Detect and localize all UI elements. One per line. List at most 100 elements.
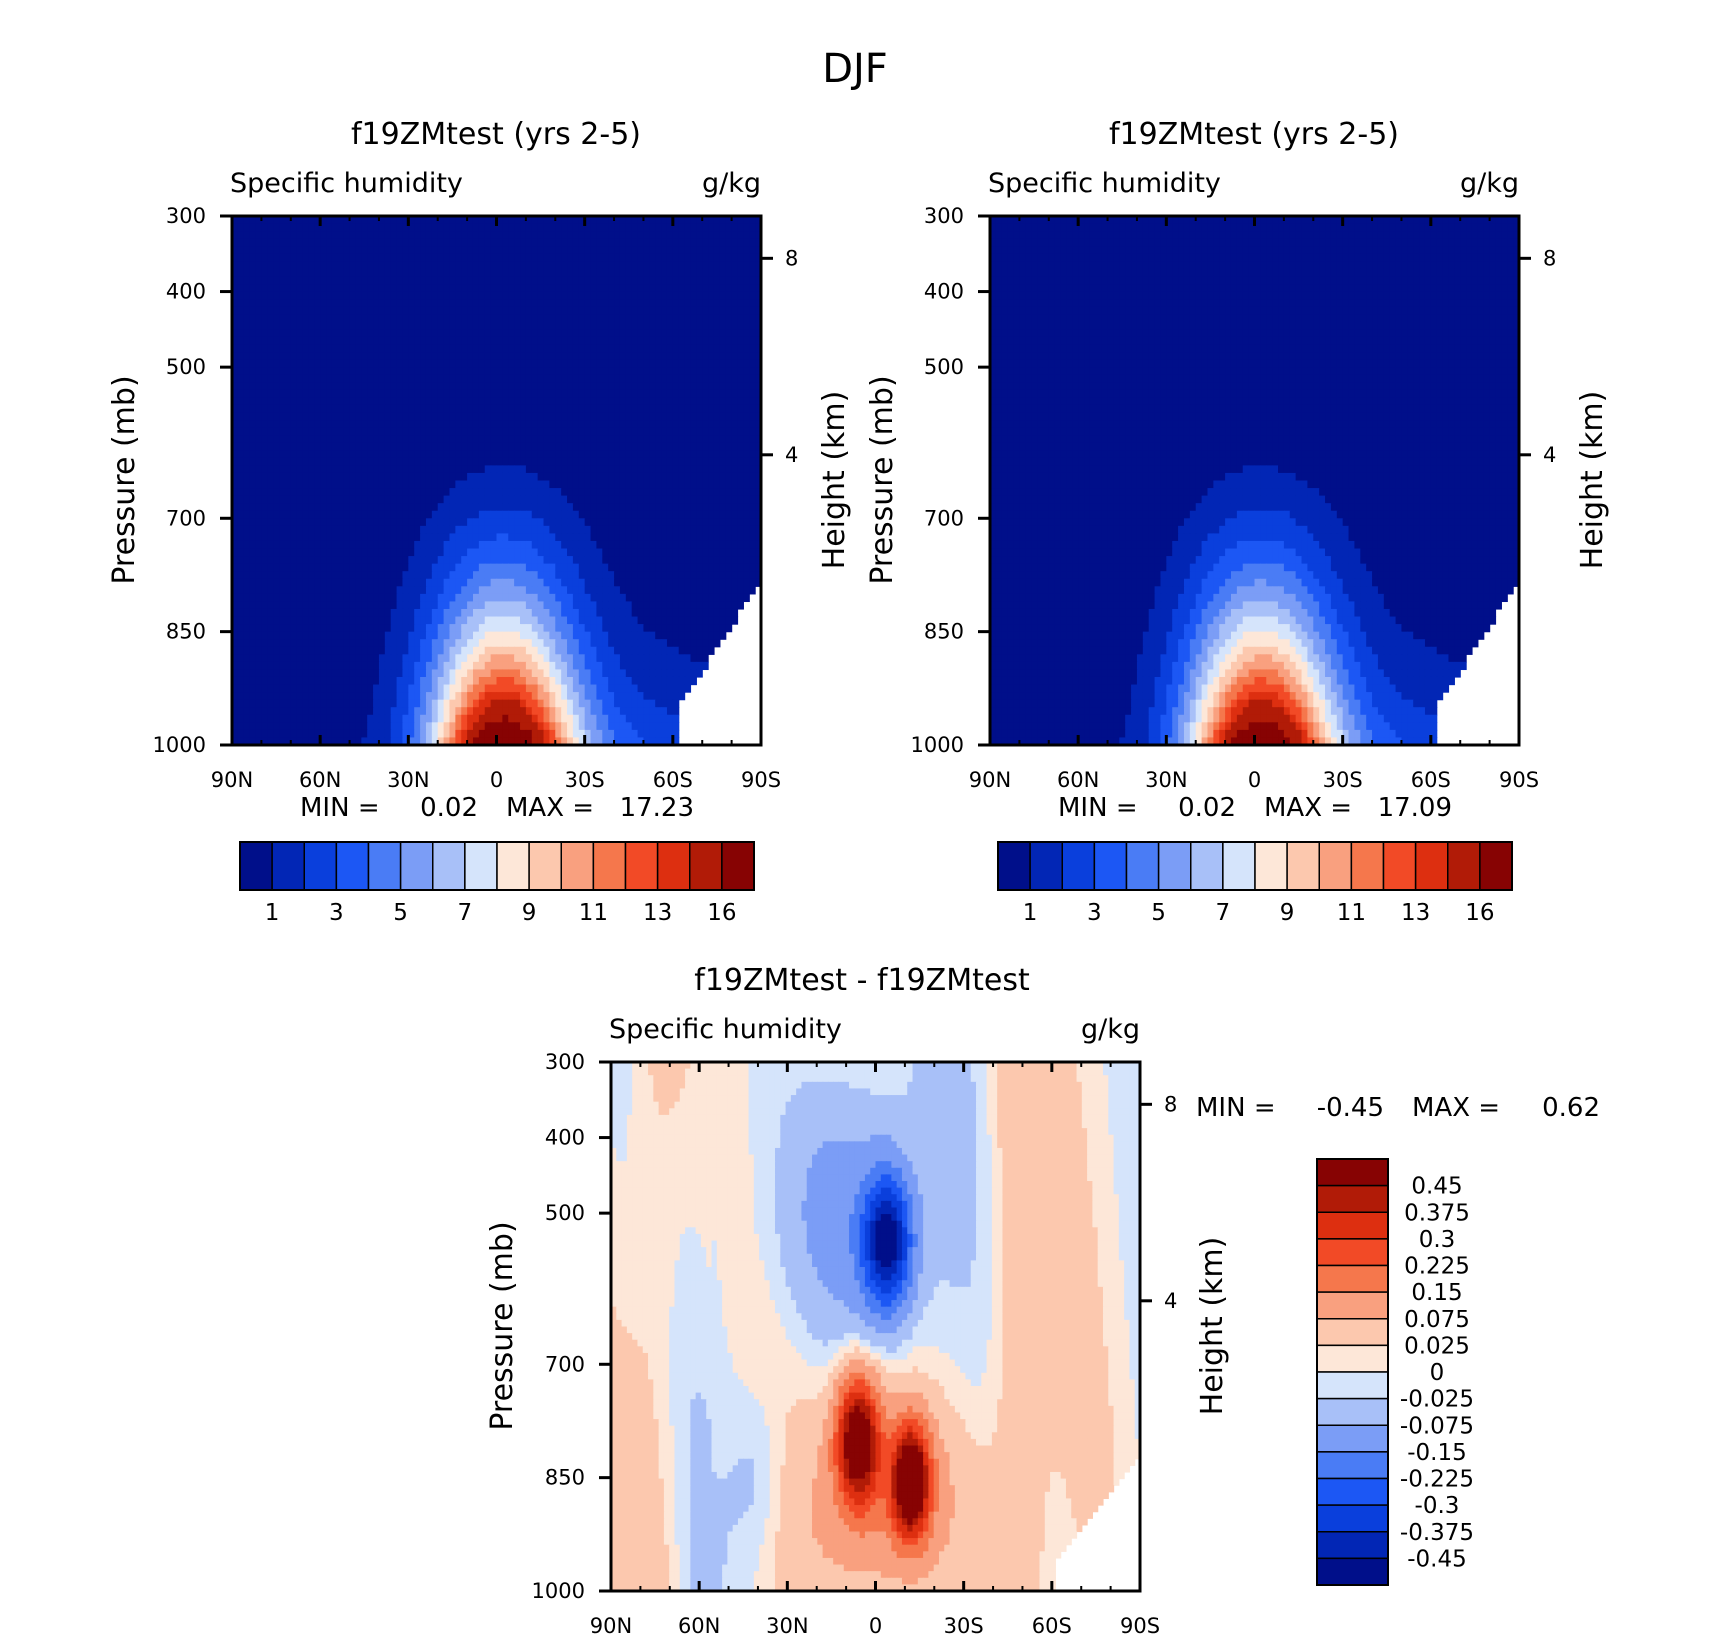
contour-cell bbox=[443, 306, 451, 315]
contour-cell bbox=[472, 571, 480, 580]
contour-cell bbox=[237, 586, 245, 595]
contour-cell bbox=[578, 359, 586, 368]
contour-cell bbox=[631, 608, 639, 618]
contour-cell bbox=[584, 367, 592, 376]
contour-cell bbox=[273, 442, 280, 451]
contour-cell bbox=[402, 223, 409, 232]
contour-cell bbox=[602, 495, 609, 504]
contour-cell bbox=[255, 556, 262, 565]
contour-cell bbox=[743, 427, 750, 436]
contour-cell bbox=[702, 276, 709, 285]
contour-cell bbox=[719, 435, 727, 444]
contour-cell bbox=[373, 314, 380, 323]
contour-cell bbox=[537, 306, 545, 315]
contour-cell bbox=[249, 563, 257, 572]
contour-cell bbox=[572, 329, 580, 338]
contour-cell bbox=[608, 246, 615, 255]
contour-cell bbox=[425, 525, 433, 534]
contour-cell bbox=[696, 510, 703, 519]
contour-cell bbox=[537, 427, 545, 436]
contour-cell bbox=[449, 427, 456, 436]
contour-cell bbox=[643, 556, 650, 565]
contour-cell bbox=[326, 329, 333, 338]
contour-cell bbox=[308, 231, 315, 240]
contour-cell bbox=[755, 503, 761, 512]
contour-cell bbox=[326, 216, 333, 225]
contour-cell bbox=[643, 540, 650, 550]
contour-cell bbox=[655, 306, 662, 315]
contour-cell bbox=[737, 435, 744, 444]
contour-cell bbox=[608, 223, 615, 232]
contour-cell bbox=[514, 389, 521, 398]
contour-cell bbox=[349, 586, 357, 595]
contour-cell bbox=[666, 563, 674, 572]
contour-cell bbox=[543, 465, 550, 474]
contour-cell bbox=[631, 563, 639, 572]
contour-cell bbox=[384, 427, 392, 436]
contour-cell bbox=[737, 427, 744, 436]
contour-cell bbox=[725, 246, 733, 255]
contour-cell bbox=[490, 578, 498, 587]
contour-cell bbox=[637, 495, 645, 504]
contour-cell bbox=[378, 420, 386, 429]
contour-cell bbox=[472, 472, 480, 482]
contour-cell bbox=[743, 578, 750, 587]
contour-cell bbox=[567, 397, 574, 406]
contour-cell bbox=[355, 420, 362, 429]
contour-cell bbox=[584, 223, 592, 232]
contour-cell bbox=[637, 389, 645, 398]
contour-cell bbox=[384, 261, 392, 270]
contour-cell bbox=[584, 246, 592, 255]
contour-cell bbox=[461, 631, 468, 640]
contour-cell bbox=[549, 321, 556, 330]
contour-cell bbox=[455, 518, 462, 527]
contour-cell bbox=[373, 329, 380, 338]
contour-cell bbox=[284, 488, 292, 497]
contour-cell bbox=[737, 533, 744, 542]
contour-cell bbox=[690, 616, 697, 625]
contour-cell bbox=[637, 480, 645, 489]
contour-cell bbox=[631, 284, 639, 293]
contour-cell bbox=[390, 306, 398, 315]
contour-cell bbox=[267, 503, 274, 512]
contour-cell bbox=[232, 601, 239, 610]
contour-cell bbox=[572, 450, 580, 459]
contour-cell bbox=[290, 601, 298, 610]
contour-cell bbox=[367, 593, 374, 603]
contour-cell bbox=[484, 223, 492, 232]
contour-cell bbox=[326, 253, 333, 262]
contour-cell bbox=[749, 525, 756, 534]
contour-cell bbox=[467, 291, 474, 300]
contour-cell bbox=[555, 510, 562, 519]
contour-cell bbox=[302, 420, 310, 429]
contour-cell bbox=[555, 556, 562, 565]
contour-cell bbox=[261, 503, 268, 512]
contour-cell bbox=[314, 216, 321, 225]
contour-cell bbox=[614, 329, 621, 338]
contour-cell bbox=[343, 412, 351, 421]
contour-cell bbox=[420, 344, 427, 353]
contour-cell bbox=[384, 336, 392, 346]
contour-cell bbox=[596, 525, 603, 534]
contour-cell bbox=[502, 336, 509, 346]
contour-cell bbox=[496, 231, 503, 240]
contour-cell bbox=[572, 268, 580, 278]
contour-cell bbox=[684, 420, 692, 429]
contour-cell bbox=[655, 624, 662, 633]
contour-cell bbox=[508, 284, 515, 293]
contour-cell bbox=[567, 624, 574, 633]
contour-cell bbox=[496, 465, 503, 474]
contour-cell bbox=[608, 442, 615, 451]
contour-cell bbox=[690, 299, 697, 308]
contour-cell bbox=[267, 586, 274, 595]
contour-cell bbox=[349, 563, 357, 572]
contour-cell bbox=[713, 540, 721, 550]
contour-cell bbox=[290, 412, 298, 421]
contour-cell bbox=[572, 525, 580, 534]
contour-cell bbox=[384, 465, 392, 474]
contour-cell bbox=[549, 336, 556, 346]
contour-cell bbox=[455, 253, 462, 262]
contour-cell bbox=[549, 246, 556, 255]
contour-cell bbox=[502, 495, 509, 504]
contour-cell bbox=[320, 291, 327, 300]
